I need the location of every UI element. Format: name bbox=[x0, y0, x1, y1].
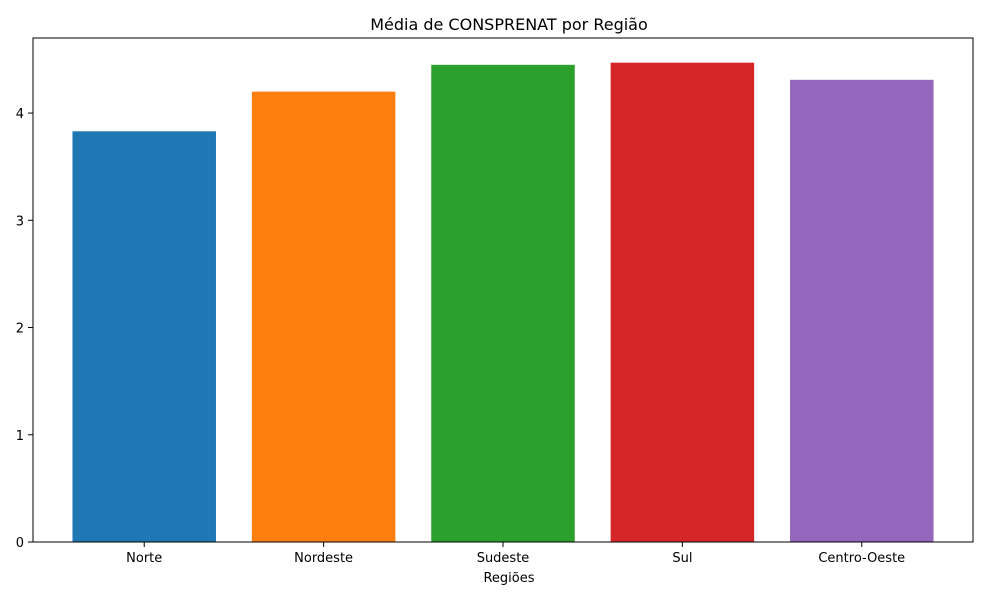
bar-norte bbox=[72, 131, 216, 542]
y-tick-label: 2 bbox=[16, 322, 24, 337]
y-tick-label: 1 bbox=[16, 429, 24, 444]
x-tick-label: Sul bbox=[672, 551, 692, 566]
bars-group bbox=[72, 62, 934, 543]
bar-sul bbox=[610, 62, 755, 543]
y-tick-label: 0 bbox=[16, 536, 24, 551]
chart-title: Média de CONSPRENAT por Região bbox=[370, 15, 648, 34]
x-tick-label: Sudeste bbox=[477, 551, 530, 566]
x-tick-label: Centro-Oeste bbox=[818, 551, 905, 566]
x-axis: Norte Nordeste Sudeste Sul Centro-Oeste bbox=[126, 542, 905, 566]
y-axis: 0 1 2 3 4 bbox=[16, 107, 33, 551]
bar-sudeste bbox=[431, 64, 575, 543]
y-tick-label: 3 bbox=[16, 214, 24, 229]
y-tick-label: 4 bbox=[16, 107, 24, 122]
bar-centro-oeste bbox=[790, 79, 934, 542]
x-tick-label: Nordeste bbox=[294, 551, 353, 566]
plot-frame bbox=[32, 37, 974, 543]
x-axis-label: Regiões bbox=[483, 571, 534, 586]
x-tick-label: Norte bbox=[126, 551, 162, 566]
bar-nordeste bbox=[251, 91, 396, 543]
